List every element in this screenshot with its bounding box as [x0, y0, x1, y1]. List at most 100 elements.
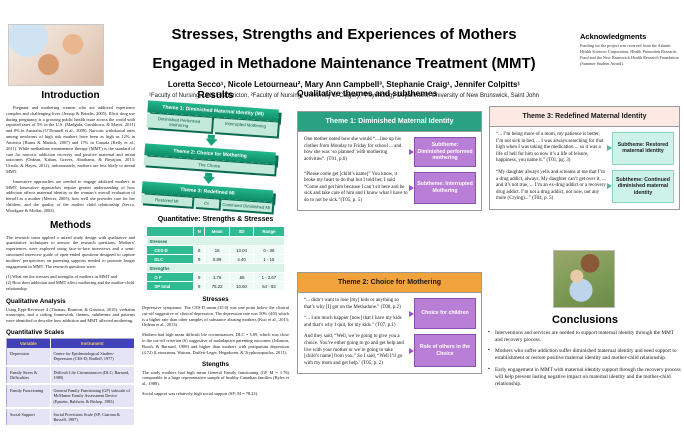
scales-cell-instrument: Difficult Life Circumstances (DLC; Barna…: [50, 365, 136, 386]
theme2-box: Theme 2: Choice for Mothering “... didn’…: [297, 272, 482, 375]
connector-arrow-icon: [409, 347, 414, 354]
table-row: Social Support Social Provisions Scale (…: [6, 407, 136, 428]
theme1-subtheme2-label: Subtheme: Interrupted Mothering: [417, 181, 473, 194]
scales-cell-variable: Family Stress & Difficulties: [6, 365, 51, 386]
scales-header-row: Variable Instrument: [6, 338, 136, 349]
strengths-stresses-table: N Mean SD Range Stresses CES-D 8 15 13.0…: [146, 226, 285, 291]
quantitative-scales-title: Quantitative Scales: [6, 329, 65, 337]
quant-header-row: N Mean SD Range: [146, 226, 285, 237]
connector-arrow-icon: [607, 183, 612, 190]
conclusions-block: Conclusions ▪ Interventions and services …: [488, 314, 682, 392]
list-item: ▪ Interventions and services are needed t…: [488, 330, 682, 344]
table-row: Family Functioning General Family Functi…: [6, 384, 136, 409]
conclusions-list: ▪ Interventions and services are needed t…: [488, 330, 682, 388]
research-question-1: (1) What are the stresses and strengths …: [6, 273, 117, 279]
scales-cell-variable: Family Functioning: [6, 384, 51, 409]
research-question-2: (2) How does addiction and MMT affect mo…: [6, 279, 135, 292]
quant-cell: 9: [193, 254, 206, 264]
theme2-title: Theme 2: Choice for Mothering: [298, 273, 481, 293]
acknowledgments-title: Acknowledgments: [580, 32, 647, 41]
theme1-subtheme1-label: Subtheme: Diminished performed mothering: [417, 142, 473, 161]
table-row: Depression Centre for Epidemiological St…: [6, 348, 136, 367]
conclusion-text: Interventions and services are needed to…: [495, 330, 674, 344]
connector-arrow-icon: [409, 184, 414, 191]
table-row: CES-D 8 15 13.04 0 - 36: [146, 245, 285, 255]
quant-header-range: Range: [253, 226, 285, 237]
theme3-quote1: “... I’m being more of a mom, my patienc…: [496, 132, 604, 164]
theme3-subtheme1: Subtheme: Restored maternal identity: [607, 132, 674, 165]
results-column: Results Theme 1: Diminished Maternal Ide…: [140, 90, 289, 401]
list-item: ▪ Mothers who suffer addiction suffer dim…: [488, 348, 682, 362]
strengths-subtitle: Stengths: [202, 360, 229, 368]
bullet-icon: ▪: [488, 366, 490, 372]
connector-arrow-icon: [607, 145, 612, 152]
quant-cell: 1 - 15: [253, 254, 285, 264]
quant-cell: 78.22: [204, 281, 230, 291]
quant-header-mean: Mean: [204, 226, 230, 237]
theme3-quote2: “My daughter always yells and screams at…: [496, 169, 606, 202]
connector-arrow-icon: [409, 310, 414, 317]
themes-flow-diagram: Theme 1: Diminished Maternal Identity (M…: [140, 100, 279, 213]
introduction-para1: Pregnant and mothering women who are add…: [6, 105, 135, 174]
stresses-para1: Depressive symptoms: The CES-D mean (15.…: [142, 305, 289, 328]
quant-cell: 13.04: [228, 245, 255, 255]
theme2-quote2: “... I am much happier [now] that I have…: [304, 316, 402, 328]
qualitative-analysis-text: Using Eppi-Reviewer 4 (Thomas, Brunton, …: [6, 306, 135, 324]
introduction-para2: Innovative approaches are needed to enga…: [6, 178, 135, 213]
qualitative-section-title: Qualitative themes and subthemes: [297, 88, 438, 98]
theme2-subtheme2: Role of others in the Choice: [409, 334, 476, 368]
quant-cell: 15: [204, 245, 230, 255]
quant-header-n: N: [193, 226, 206, 237]
table-row: Strengths: [146, 263, 285, 273]
scales-cell-instrument: Centre for Epidemiological Studies-Depre…: [50, 348, 136, 367]
acknowledgments-block: Acknowledgments Funding for the project …: [580, 32, 680, 67]
left-column: Introduction Pregnant and mothering wome…: [6, 90, 136, 428]
theme2-subtheme1: Choice for children: [409, 298, 476, 330]
theme3-box: Theme 3: Redefined Maternal Identity “..…: [489, 106, 680, 210]
theme2-subtheme2-label: Role of others in the Choice: [419, 344, 471, 357]
theme3-subtheme2: Subtheme: Continued diminished maternal …: [607, 169, 674, 203]
theme2-subtheme1-label: Choice for children: [421, 310, 469, 317]
results-title: Results: [197, 90, 234, 101]
introduction-title: Introduction: [41, 90, 100, 101]
scales-cell-variable: Social Support: [6, 407, 51, 428]
list-item: ▪ Early engagement in MMT with maternal i…: [488, 367, 682, 388]
scales-header-instrument: Instrument: [50, 338, 136, 349]
quant-row-label: DLC: [146, 254, 195, 264]
scales-header-variable: Variable: [6, 338, 51, 349]
quant-row-label: SP total: [146, 281, 195, 291]
theme3-subtheme2-label: Subtheme: Continued diminished maternal …: [616, 176, 670, 196]
theme2-quotes-top: “... didn’t want to lose [my] kids or an…: [304, 298, 409, 329]
theme3-title: Theme 3: Redefined Maternal Identity: [490, 107, 679, 127]
theme3-subtheme1-label: Subtheme: Restored maternal identity: [617, 141, 669, 155]
quant-corner-cell: [146, 226, 195, 237]
scales-cell-instrument: Social Provisions Scale (SP; Cutrona & R…: [50, 407, 136, 428]
quant-cell: 9: [193, 272, 206, 282]
theme1-quote2: “Please come get [child’s name]” You kno…: [304, 171, 408, 203]
table-row: DLC 9 5.89 4.40 1 - 15: [146, 254, 285, 264]
quant-cell: 5.89: [204, 254, 230, 264]
quantitative-title: Quantitative: Strengths & Stresses: [157, 216, 274, 223]
quant-row-label: CES-D: [146, 245, 195, 255]
quant-row-label: G F: [146, 272, 195, 282]
poster-title-line1: Stresses, Strengths and Experiences of M…: [171, 26, 517, 43]
acknowledgments-text: Funding for the project was received fro…: [580, 43, 679, 66]
quant-cell: 1.76: [204, 272, 230, 282]
mother-holding-baby-photo: [553, 250, 615, 308]
strengths-para2: Social support was relatively high socia…: [142, 390, 259, 396]
stresses-subtitle: Stresses: [202, 296, 229, 303]
quant-section-strengths: Strengths: [146, 263, 285, 273]
theme1-box: Theme 1: Diminished Maternal Identity On…: [297, 111, 482, 212]
theme1-title: Theme 1: Diminished Maternal Identity: [298, 112, 481, 132]
diagram-theme3-sub2: Or: [194, 197, 220, 209]
connector-arrow-icon: [409, 148, 414, 155]
bullet-icon: ▪: [488, 330, 490, 335]
stresses-para2: Mothers had high mean difficult life cir…: [142, 332, 289, 355]
quant-section-stresses: Stresses: [146, 236, 285, 246]
authors-line: Loretta Secco¹, Nicole Letourneau², Mary…: [167, 80, 521, 89]
quant-cell: 4.40: [228, 254, 255, 264]
table-row: Family Stress & Difficulties Difficult L…: [6, 365, 136, 386]
theme2-quote1: “... didn’t want to lose [my] kids or an…: [304, 298, 401, 310]
theme1-quote1: One mother noted how she would “....line…: [304, 137, 402, 162]
